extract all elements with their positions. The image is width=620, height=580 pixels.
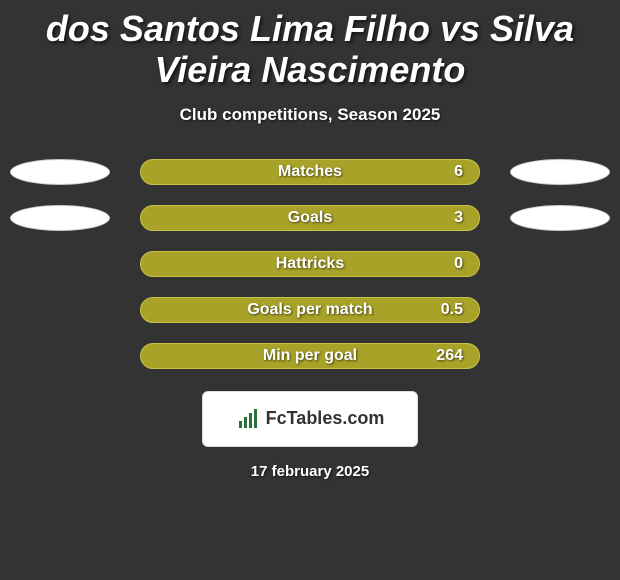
stat-label: Goals per match — [247, 301, 372, 319]
date-label: 17 february 2025 — [0, 463, 620, 480]
right-spacer — [510, 297, 610, 323]
left-spacer — [10, 297, 110, 323]
stat-value: 3 — [454, 209, 463, 227]
bar-chart-icon — [236, 407, 260, 431]
stat-value: 0 — [454, 255, 463, 273]
stat-bar: Min per goal 264 — [140, 343, 480, 369]
stat-rows: Matches 6 Goals 3 Hattricks 0 Goals per match 0… — [0, 159, 620, 369]
stat-label: Goals — [288, 209, 332, 227]
stat-row: Hattricks 0 — [10, 251, 610, 277]
right-spacer — [510, 343, 610, 369]
right-spacer — [510, 251, 610, 277]
left-oval — [10, 205, 110, 231]
stat-row: Goals per match 0.5 — [10, 297, 610, 323]
brand-label: FcTables.com — [266, 408, 385, 429]
stat-bar: Hattricks 0 — [140, 251, 480, 277]
stat-bar: Goals 3 — [140, 205, 480, 231]
stat-value: 0.5 — [441, 301, 463, 319]
brand-footer: FcTables.com — [202, 391, 418, 447]
stat-row: Min per goal 264 — [10, 343, 610, 369]
stat-label: Hattricks — [276, 255, 344, 273]
stat-label: Matches — [278, 163, 342, 181]
left-spacer — [10, 343, 110, 369]
stat-label: Min per goal — [263, 347, 357, 365]
comparison-infographic: dos Santos Lima Filho vs Silva Vieira Na… — [0, 0, 620, 580]
left-spacer — [10, 251, 110, 277]
stat-value: 6 — [454, 163, 463, 181]
stat-row: Matches 6 — [10, 159, 610, 185]
stat-row: Goals 3 — [10, 205, 610, 231]
right-oval — [510, 159, 610, 185]
stat-bar: Matches 6 — [140, 159, 480, 185]
stat-value: 264 — [436, 347, 463, 365]
right-oval — [510, 205, 610, 231]
page-title: dos Santos Lima Filho vs Silva Vieira Na… — [0, 0, 620, 91]
left-oval — [10, 159, 110, 185]
stat-bar: Goals per match 0.5 — [140, 297, 480, 323]
subtitle: Club competitions, Season 2025 — [0, 105, 620, 125]
